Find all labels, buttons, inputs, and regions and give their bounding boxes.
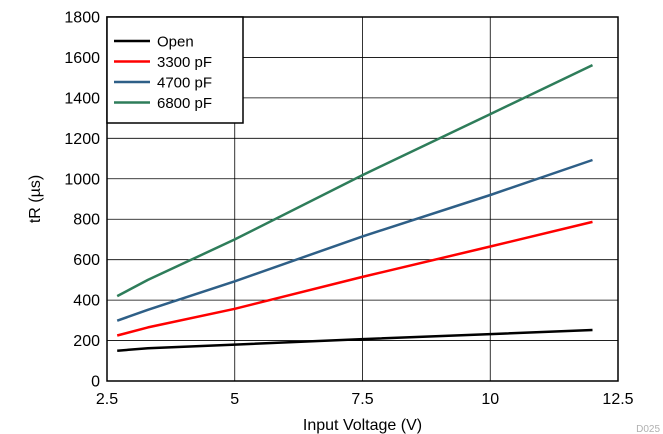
x-axis-label: Input Voltage (V) bbox=[303, 417, 422, 434]
series-lines bbox=[116, 63, 594, 352]
x-tick-label: 12.5 bbox=[602, 391, 633, 408]
x-tick-label: 2.5 bbox=[96, 391, 118, 408]
y-tick-label: 400 bbox=[73, 293, 100, 310]
y-tick-label: 800 bbox=[73, 212, 100, 229]
y-tick-label: 1600 bbox=[64, 50, 100, 67]
series-line bbox=[116, 158, 593, 322]
legend-label: 6800 pF bbox=[157, 95, 212, 112]
x-axis-ticks: 2.5 5 7.5 10 12.5 bbox=[96, 391, 634, 408]
legend-box bbox=[106, 16, 244, 124]
x-tick-label: 5 bbox=[230, 391, 239, 408]
series-line bbox=[117, 328, 593, 352]
y-axis-ticks: 0 200 400 600 800 1000 1200 1400 1600 1800 bbox=[64, 10, 100, 391]
legend: Open 3300 pF 4700 pF 6800 pF bbox=[106, 16, 244, 124]
legend-label: 4700 pF bbox=[157, 75, 212, 92]
y-tick-label: 200 bbox=[73, 333, 100, 350]
y-axis-label: tR (µs) bbox=[27, 175, 44, 223]
y-tick-label: 0 bbox=[91, 374, 100, 391]
y-tick-label: 600 bbox=[73, 252, 100, 269]
y-tick-label: 1400 bbox=[64, 90, 100, 107]
y-tick-label: 1800 bbox=[64, 10, 100, 27]
y-tick-label: 1200 bbox=[64, 131, 100, 148]
series-line bbox=[116, 63, 594, 298]
plot-frame bbox=[106, 16, 619, 382]
legend-label: 3300 pF bbox=[157, 54, 212, 71]
legend-label: Open bbox=[157, 34, 194, 51]
y-tick-label: 1000 bbox=[64, 171, 100, 188]
x-tick-label: 10 bbox=[481, 391, 499, 408]
series-line bbox=[116, 220, 593, 337]
figure-id-label: D025 bbox=[636, 424, 660, 434]
x-tick-label: 7.5 bbox=[351, 391, 373, 408]
